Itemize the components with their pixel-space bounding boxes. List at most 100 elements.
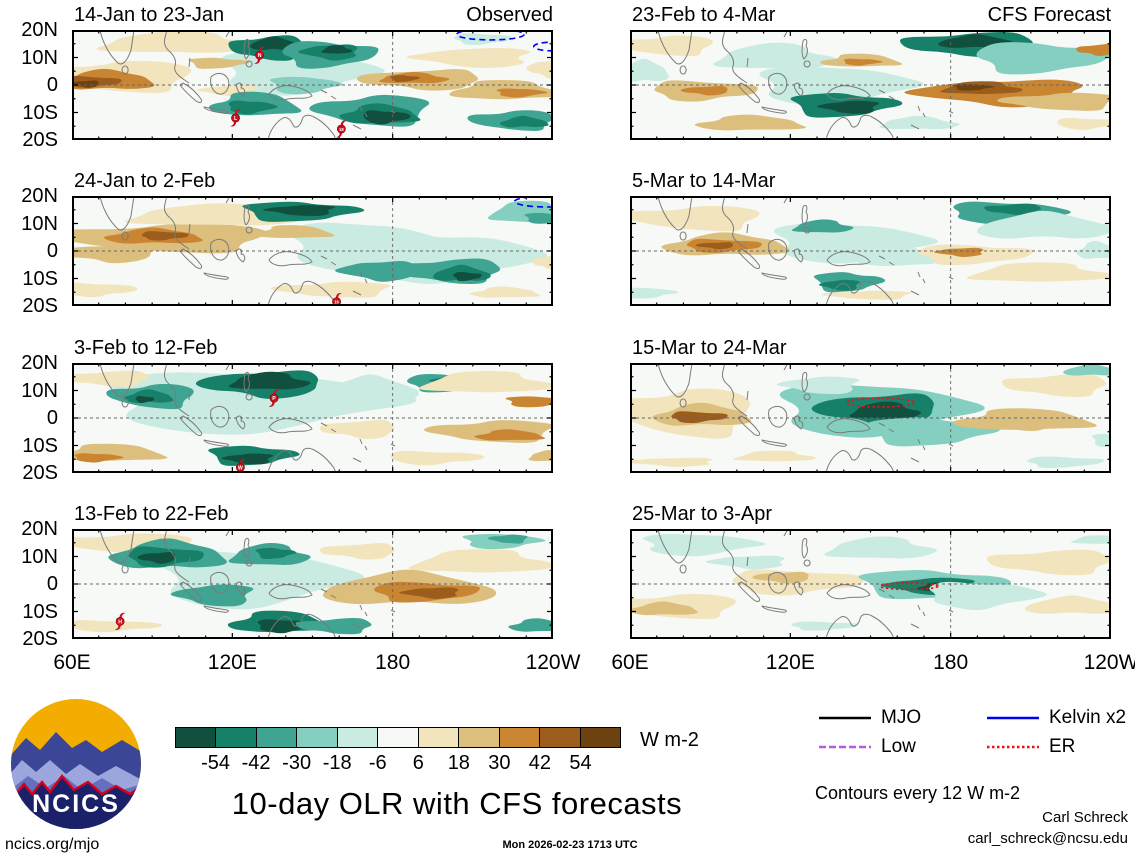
lat-tick-label: 10N (21, 46, 58, 69)
legend-item-mjo: MJO (818, 707, 921, 728)
legend-item-er: ER (986, 736, 1076, 757)
coastline (768, 238, 788, 261)
coastline (825, 280, 895, 306)
coastline (803, 393, 811, 401)
column-label-observed: Observed (466, 4, 553, 26)
legend-line-er (987, 745, 1039, 749)
coastline (722, 196, 748, 250)
svg-text:W: W (238, 465, 243, 471)
colorbar-labels: -54 -42 -30 -18 -6 6 18 30 42 54 (175, 751, 621, 775)
legend-label: ER (1049, 736, 1076, 757)
coastline (768, 72, 788, 95)
lat-tick-label: 10S (22, 101, 58, 124)
panel-title: 23-Feb to 4-Mar (632, 4, 776, 26)
coastline (826, 418, 871, 434)
tropical-cyclone-marker: N (254, 46, 265, 64)
legend-item-kelvin: Kelvin x2 (986, 707, 1127, 728)
svg-text:16: 16 (334, 300, 339, 305)
coastline (826, 251, 871, 267)
colorbar-swatch (176, 728, 217, 747)
ncics-logo: NCICS (11, 699, 141, 829)
coastline (203, 106, 229, 114)
lat-tick-label: 10S (22, 434, 58, 457)
coastline (746, 223, 749, 234)
coastline (801, 204, 808, 226)
timestamp: Mon 2026-02-23 1713 UTC (502, 839, 638, 851)
colorbar-swatch (378, 728, 419, 747)
coastline (267, 280, 337, 306)
lon-axis-right: 60E 120E 180 120W (611, 650, 1135, 676)
lon-tick-label: 120W (1083, 651, 1135, 674)
lon-tick-label: 120E (765, 651, 815, 674)
coastline (878, 588, 954, 629)
coastline (878, 89, 954, 130)
logo-red-ridge (13, 774, 141, 797)
coastline (243, 537, 250, 559)
legend-label: Kelvin x2 (1049, 707, 1127, 728)
legend-label: Low (881, 736, 916, 757)
legend-line-kelvin (987, 716, 1039, 720)
lat-tick-label: 20N (21, 185, 58, 207)
lat-tick-label: 0 (46, 74, 58, 96)
lat-tick-label: 20N (21, 19, 58, 41)
colorbar-tick-label: -42 (241, 752, 271, 774)
lat-axis: 20N 10N 0 10S 20S (0, 185, 64, 317)
coastline (245, 393, 253, 401)
coastline (121, 564, 129, 574)
coastline (657, 30, 693, 65)
lat-tick-label: 10N (21, 545, 58, 568)
coastline (267, 114, 337, 140)
map-panel-observed-4: 13-Feb to 22-Feb H (72, 503, 553, 639)
column-label-forecast: CFS Forecast (987, 4, 1111, 26)
coastline (768, 405, 788, 428)
coastline (164, 30, 190, 84)
colorbar-tick-label: 42 (528, 752, 552, 774)
coastline (235, 415, 246, 430)
colorbar-tick-label: 54 (569, 752, 592, 774)
colorbar-swatch (418, 728, 460, 747)
coastline (722, 529, 748, 583)
lat-tick-label: 0 (46, 407, 58, 429)
coastline (268, 584, 313, 600)
lat-tick-label: 20S (22, 295, 58, 317)
lon-axis-left: 60E 120E 180 120W (53, 650, 580, 676)
lat-tick-label: 10N (21, 212, 58, 235)
coastline (210, 571, 230, 594)
colorbar-tick-label: 18 (447, 752, 470, 774)
colorbar-swatch (256, 728, 298, 747)
coastline (801, 38, 808, 60)
map-plot (630, 30, 1111, 140)
lon-tick-label: 120W (525, 651, 581, 674)
colorbar-tick-label: -6 (368, 752, 387, 774)
coastline (722, 363, 748, 417)
coastline (235, 581, 246, 596)
kelvin-contour (532, 41, 553, 52)
er-contour (845, 397, 915, 408)
coastline (679, 65, 687, 75)
map-panel-forecast-4: 25-Mar to 3-Apr (630, 503, 1111, 639)
coastline (188, 223, 191, 234)
coastline (203, 439, 229, 447)
lat-tick-label: 20S (22, 628, 58, 650)
coastline (245, 226, 253, 234)
svg-text:L: L (234, 116, 238, 122)
coastline (210, 72, 230, 95)
er-contour (879, 582, 939, 591)
coastline (243, 204, 250, 226)
coastline (203, 272, 229, 280)
coastline (268, 251, 313, 267)
coastline (679, 564, 687, 574)
coastline (761, 272, 787, 280)
coastline (746, 57, 749, 68)
coastline (826, 85, 871, 101)
map-panel-forecast-2: 5-Mar to 14-Mar (630, 170, 1111, 306)
map-plot (630, 363, 1111, 473)
coastline (164, 529, 190, 583)
colorbar-swatch (499, 728, 541, 747)
colorbar-tick-label: -30 (282, 752, 312, 774)
lat-tick-label: 20N (21, 518, 58, 540)
coastline (793, 248, 804, 263)
coastline (679, 398, 687, 408)
coastline (188, 556, 191, 567)
coastline (268, 85, 313, 101)
